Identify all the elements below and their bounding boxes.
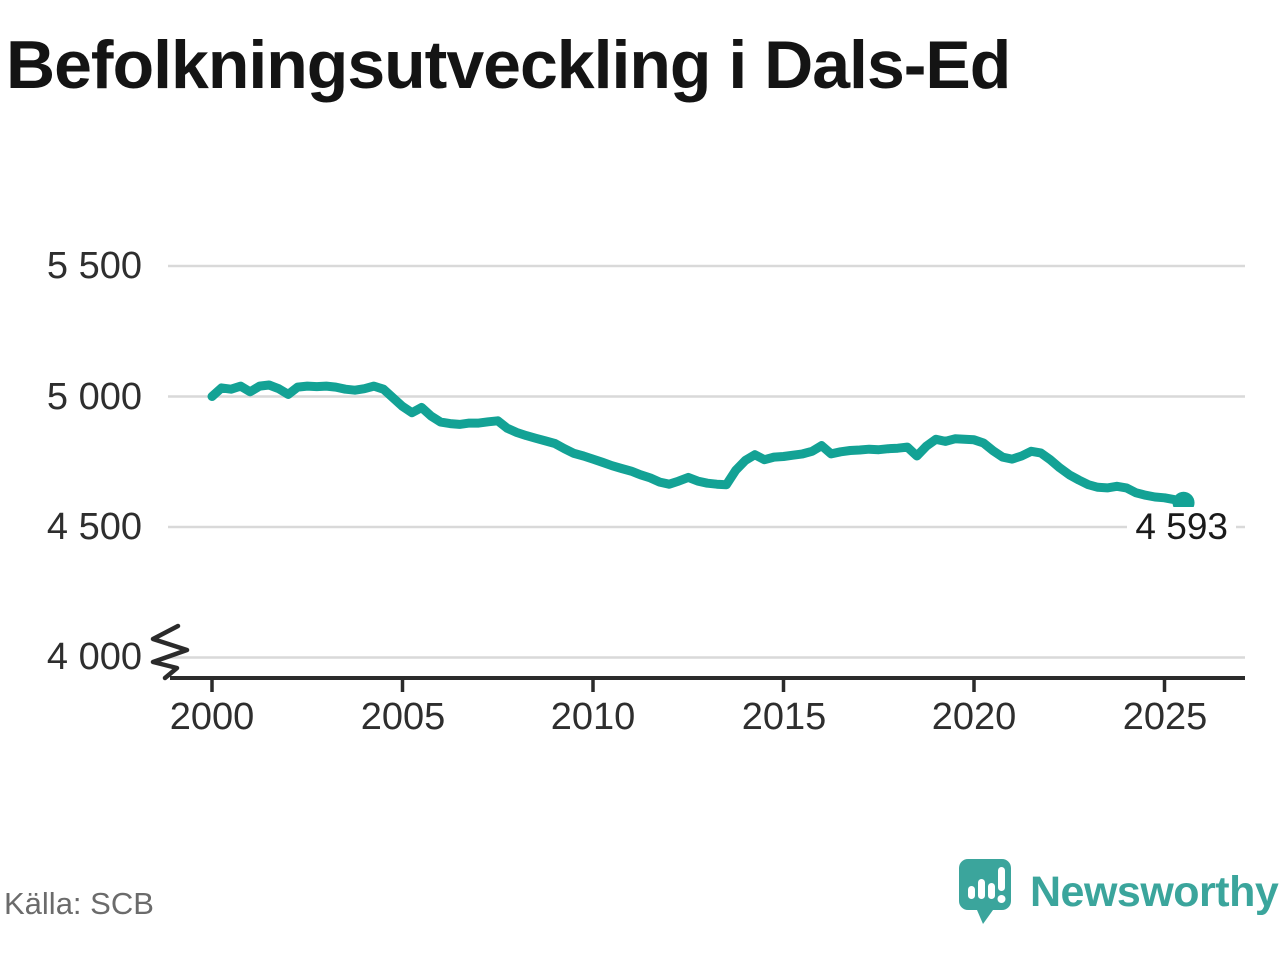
newsworthy-speech-bubble-chart-icon [959, 859, 1011, 924]
source-credit: Källa: SCB [4, 886, 154, 921]
x-tick-label-2005: 2005 [360, 696, 446, 738]
y-tick-label-4000: 4 000 [46, 636, 142, 678]
y-axis-break-icon [150, 623, 190, 681]
y-tick-label-5000: 5 000 [46, 376, 142, 418]
x-tick-label-2025: 2025 [1122, 696, 1208, 738]
x-tick-label-2020: 2020 [931, 696, 1017, 738]
gridlines [168, 264, 1245, 659]
x-axis [170, 676, 1245, 692]
newsworthy-wordmark: Newsworthy [1030, 867, 1279, 916]
population-series-line [207, 380, 1189, 508]
y-tick-label-5500: 5 500 [46, 245, 142, 287]
chart-title: Befolkningsutveckling i Dals-Ed [6, 27, 1011, 103]
latest-value-label: 4 593 [1127, 507, 1236, 547]
x-tick-label-2000: 2000 [169, 696, 255, 738]
x-tick-label-2015: 2015 [741, 696, 827, 738]
newsworthy-branding: Newsworthy [958, 858, 1279, 926]
x-tick-label-2010: 2010 [550, 696, 636, 738]
y-tick-label-4500: 4 500 [46, 506, 142, 548]
